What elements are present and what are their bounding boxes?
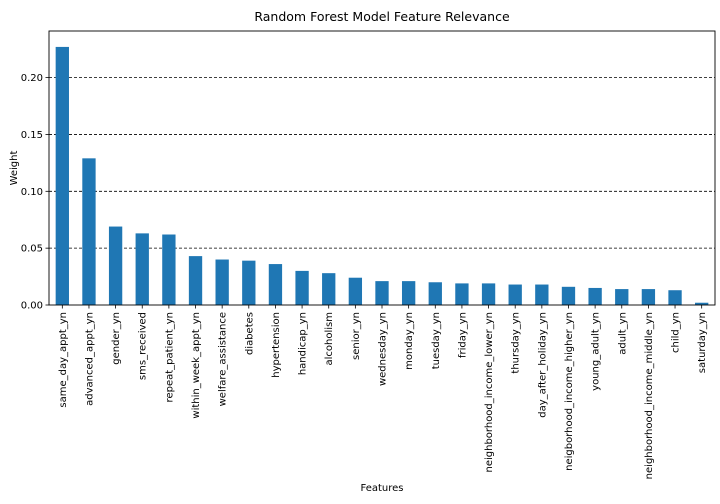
x-tick-label: within_week_appt_yn <box>191 312 202 419</box>
x-axis-ticks: same_day_appt_yn advanced_appt_yn gender_y… <box>58 305 708 479</box>
x-tick-label: senior_yn <box>351 312 362 360</box>
x-tick-label: hypertension <box>271 312 282 378</box>
bar <box>455 283 469 305</box>
bar <box>695 302 709 305</box>
x-tick-label: neighborhood_income_lower_yn <box>484 312 495 473</box>
bar <box>588 287 602 305</box>
y-axis-ticks: 0.00 0.05 0.10 0.15 0.20 <box>21 73 49 312</box>
x-tick-label: young_adult_yn <box>591 312 602 391</box>
bar <box>242 260 256 305</box>
x-tick-label: thursday_yn <box>511 312 522 374</box>
x-tick-label: saturday_yn <box>697 312 708 373</box>
x-tick-label: same_day_appt_yn <box>58 312 69 408</box>
x-tick-label: monday_yn <box>404 312 415 370</box>
bar <box>82 158 96 305</box>
bars <box>55 46 709 305</box>
bar <box>135 233 149 305</box>
x-tick-label: alcoholism <box>324 312 335 366</box>
x-axis-label: Features <box>361 483 404 494</box>
gridlines <box>49 77 715 249</box>
x-tick-label: advanced_appt_yn <box>84 312 95 406</box>
x-tick-label: friday_yn <box>457 312 468 358</box>
x-tick-label: adult_yn <box>617 312 628 355</box>
bar <box>375 281 389 305</box>
bar <box>55 46 69 305</box>
bar <box>561 286 576 305</box>
bar <box>162 234 176 305</box>
y-tick-label: 0.20 <box>21 73 43 84</box>
bar <box>481 283 496 305</box>
bar <box>641 289 656 305</box>
x-tick-label: sms_received <box>138 312 149 380</box>
y-tick-label: 0.15 <box>21 130 43 141</box>
y-tick-label: 0.00 <box>21 301 43 312</box>
bar <box>108 226 123 305</box>
bar <box>668 290 682 305</box>
y-tick-label: 0.10 <box>21 187 43 198</box>
x-tick-label: tuesday_yn <box>431 312 442 369</box>
x-tick-label: day_after_holiday_yn <box>537 312 548 418</box>
x-tick-label: handicap_yn <box>298 312 309 375</box>
bar <box>428 282 442 305</box>
x-tick-label: diabetes <box>244 312 255 355</box>
bar <box>535 284 549 305</box>
bar <box>188 256 203 305</box>
y-tick-label: 0.05 <box>21 244 43 255</box>
bar <box>508 284 522 305</box>
x-tick-label: child_yn <box>671 312 682 353</box>
x-tick-label: welfare_assistance <box>218 312 229 406</box>
bar <box>268 264 283 305</box>
x-tick-label: gender_yn <box>111 312 122 365</box>
bar <box>401 281 416 305</box>
x-tick-label: neigborhood_income_higher_yn <box>564 312 575 471</box>
chart-title: Random Forest Model Feature Relevance <box>254 9 510 24</box>
bar <box>615 289 629 305</box>
bar <box>215 259 229 305</box>
bar <box>295 270 309 305</box>
bar <box>348 277 363 305</box>
x-tick-label: wednesday_yn <box>378 312 389 386</box>
y-axis-label: Weight <box>9 151 20 186</box>
x-tick-label: repeat_patient_yn <box>164 312 175 402</box>
x-tick-label: neighborhood_income_middle_yn <box>644 312 655 479</box>
bar <box>322 273 336 305</box>
